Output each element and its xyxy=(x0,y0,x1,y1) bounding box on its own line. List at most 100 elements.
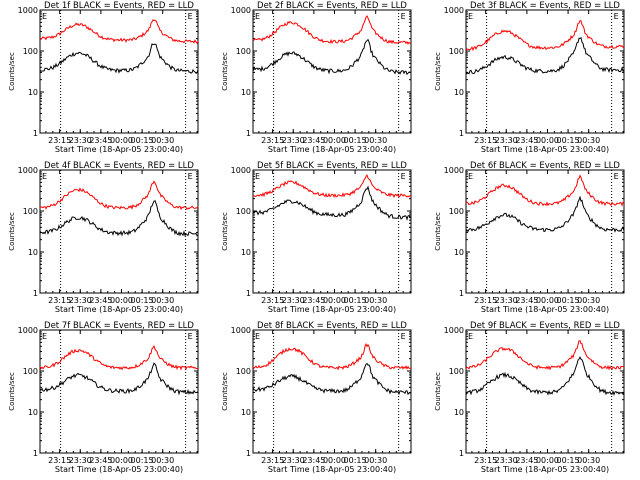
y-tick-label: 100 xyxy=(449,47,464,56)
marker-label: E xyxy=(188,12,193,21)
events-series-line xyxy=(465,37,625,75)
x-tick-label: 23:45 xyxy=(515,136,538,145)
y-axis-title: Counts/sec xyxy=(221,372,229,411)
y-tick-label: 1000 xyxy=(231,326,251,335)
detector-chart-2: Det 2f BLACK = Events, RED = LLD 1 10 100 10… xyxy=(221,1,412,154)
x-tick-label: 00:30 xyxy=(577,456,600,465)
y-tick-label: 10 xyxy=(454,408,464,417)
chart-title: Det 6f BLACK = Events, RED = LLD xyxy=(470,161,620,171)
detector-chart-4: Det 4f BLACK = Events, RED = LLD 1 10 100 10… xyxy=(8,161,199,314)
x-tick-label: 23:15 xyxy=(261,456,284,465)
y-tick-label: 1000 xyxy=(444,326,464,335)
x-tick-label: 00:15 xyxy=(344,296,367,305)
detector-chart-5: Det 5f BLACK = Events, RED = LLD 1 10 100 10… xyxy=(221,161,412,314)
y-tick-label: 100 xyxy=(449,367,464,376)
chart-title: Det 4f BLACK = Events, RED = LLD xyxy=(44,161,194,171)
marker-label: E xyxy=(401,332,406,341)
chart-title: Det 3f BLACK = Events, RED = LLD xyxy=(470,1,620,11)
x-tick-label: 23:30 xyxy=(69,296,92,305)
y-axis-title: Counts/sec xyxy=(221,52,229,91)
detector-chart-1: Det 1f BLACK = Events, RED = LLD 1 10 100 10… xyxy=(8,1,199,154)
x-tick-label: 00:30 xyxy=(577,136,600,145)
y-tick-label: 1 xyxy=(459,449,464,458)
x-tick-label: 00:15 xyxy=(131,296,154,305)
x-tick-label: 23:15 xyxy=(48,296,71,305)
x-tick-label: 23:30 xyxy=(69,136,92,145)
x-tick-label: 00:00 xyxy=(110,296,133,305)
y-tick-label: 100 xyxy=(23,367,38,376)
x-tick-label: 23:45 xyxy=(515,296,538,305)
y-tick-label: 1 xyxy=(246,129,251,138)
chart-title: Det 1f BLACK = Events, RED = LLD xyxy=(44,1,194,11)
x-tick-label: 00:15 xyxy=(344,456,367,465)
y-tick-label: 10 xyxy=(28,88,38,97)
x-tick-label: 23:15 xyxy=(474,456,497,465)
marker-label: E xyxy=(42,332,47,341)
chart-title: Det 8f BLACK = Events, RED = LLD xyxy=(257,321,407,331)
y-tick-label: 100 xyxy=(236,47,251,56)
y-tick-label: 1 xyxy=(246,449,251,458)
y-axis-title: Counts/sec xyxy=(434,372,442,411)
x-tick-label: 00:15 xyxy=(557,136,580,145)
events-series-line xyxy=(252,362,412,396)
y-tick-label: 10 xyxy=(454,88,464,97)
marker-label: E xyxy=(468,332,473,341)
x-tick-label: 23:15 xyxy=(48,456,71,465)
chart-title: Det 5f BLACK = Events, RED = LLD xyxy=(257,161,407,171)
x-axis-title: Start Time (18-Apr-05 23:00:40) xyxy=(55,145,183,154)
x-tick-label: 23:45 xyxy=(302,456,325,465)
y-tick-label: 1000 xyxy=(444,6,464,15)
x-tick-label: 00:15 xyxy=(557,456,580,465)
x-tick-label: 23:45 xyxy=(302,296,325,305)
lld-series-line xyxy=(252,342,412,371)
x-tick-label: 23:45 xyxy=(89,136,112,145)
marker-label: E xyxy=(188,332,193,341)
detector-chart-3: Det 3f BLACK = Events, RED = LLD 1 10 100 10… xyxy=(434,1,625,154)
y-tick-label: 1000 xyxy=(444,166,464,175)
marker-label: E xyxy=(614,172,619,181)
x-tick-label: 00:00 xyxy=(110,136,133,145)
x-tick-label: 00:00 xyxy=(323,296,346,305)
chart-title: Det 7f BLACK = Events, RED = LLD xyxy=(44,321,194,331)
plot-frame xyxy=(252,169,412,294)
y-tick-label: 1 xyxy=(459,289,464,298)
lld-series-line xyxy=(39,345,199,371)
y-tick-label: 10 xyxy=(241,248,251,257)
x-axis-title: Start Time (18-Apr-05 23:00:40) xyxy=(268,145,396,154)
y-tick-label: 10 xyxy=(241,88,251,97)
x-tick-label: 23:45 xyxy=(302,136,325,145)
events-series-line xyxy=(252,185,412,221)
x-tick-label: 23:15 xyxy=(48,136,71,145)
x-axis-title: Start Time (18-Apr-05 23:00:40) xyxy=(481,305,609,314)
marker-label: E xyxy=(42,12,47,21)
y-axis-title: Counts/sec xyxy=(221,212,229,251)
x-axis-title: Start Time (18-Apr-05 23:00:40) xyxy=(55,305,183,314)
x-tick-label: 00:30 xyxy=(364,136,387,145)
x-tick-label: 23:30 xyxy=(495,456,518,465)
x-tick-label: 23:30 xyxy=(282,136,305,145)
y-tick-label: 10 xyxy=(454,248,464,257)
x-tick-label: 23:30 xyxy=(495,296,518,305)
lld-series-line xyxy=(465,174,625,207)
lld-series-line xyxy=(252,15,412,45)
x-axis-title: Start Time (18-Apr-05 23:00:40) xyxy=(481,145,609,154)
x-tick-label: 00:30 xyxy=(577,296,600,305)
y-tick-label: 10 xyxy=(241,408,251,417)
marker-label: E xyxy=(614,332,619,341)
y-axis-title: Counts/sec xyxy=(8,372,16,411)
x-tick-label: 00:30 xyxy=(151,296,174,305)
events-series-line xyxy=(39,43,199,74)
marker-label: E xyxy=(255,172,260,181)
detector-chart-8: Det 8f BLACK = Events, RED = LLD 1 10 100 10… xyxy=(221,321,412,474)
x-tick-label: 00:30 xyxy=(364,296,387,305)
marker-label: E xyxy=(188,172,193,181)
x-tick-label: 23:30 xyxy=(282,296,305,305)
y-tick-label: 1 xyxy=(246,289,251,298)
x-tick-label: 00:00 xyxy=(536,456,559,465)
x-axis-title: Start Time (18-Apr-05 23:00:40) xyxy=(481,465,609,474)
y-tick-label: 1000 xyxy=(231,6,251,15)
plot-frame xyxy=(252,329,412,454)
x-tick-label: 23:45 xyxy=(515,456,538,465)
